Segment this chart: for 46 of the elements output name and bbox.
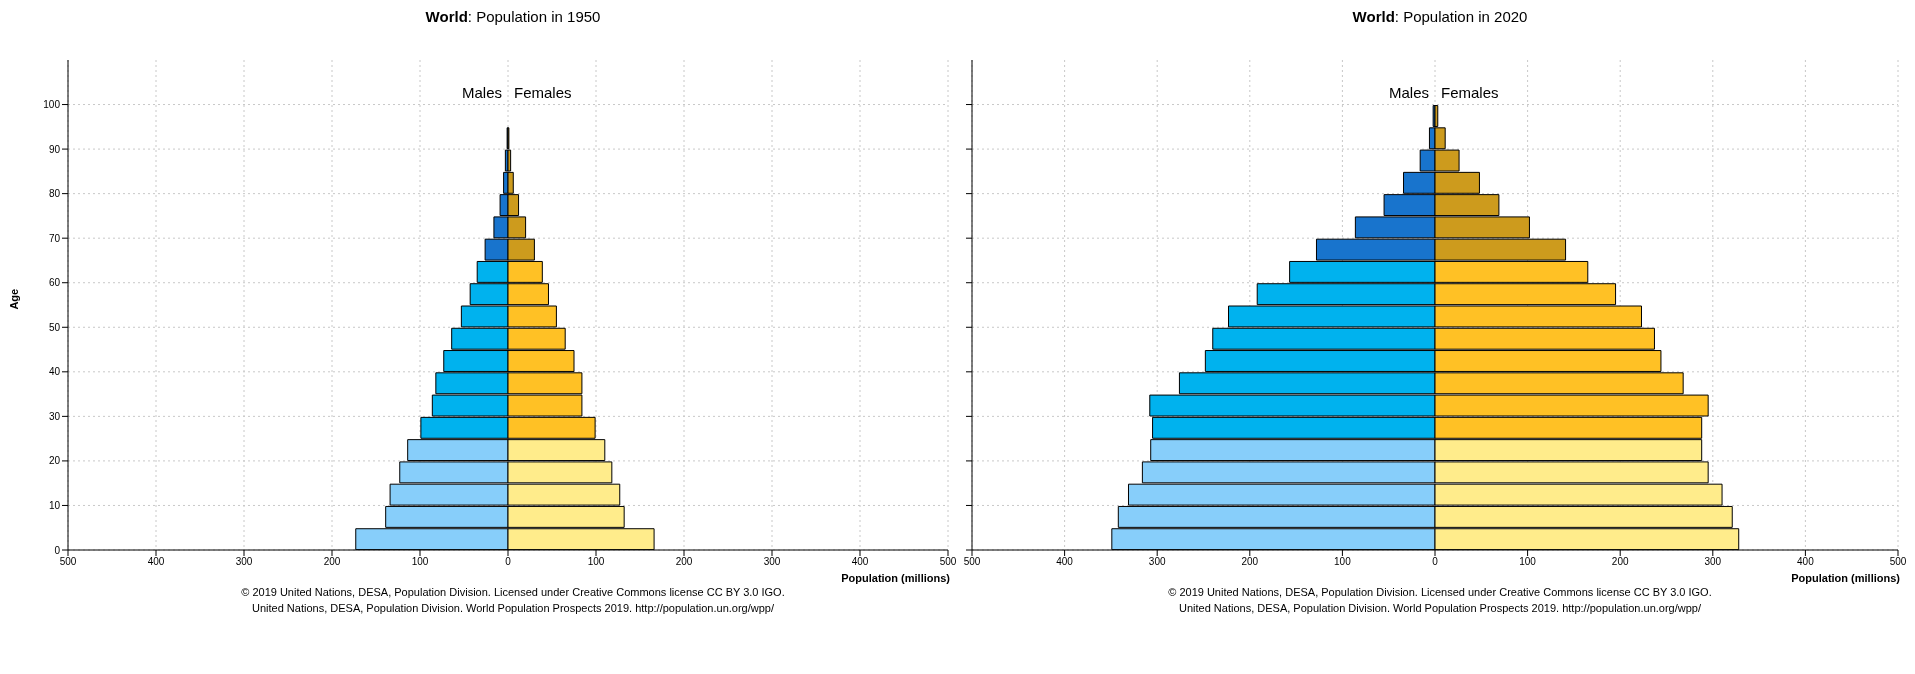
x-tick-label: 400 bbox=[1797, 556, 1815, 568]
x-tick-label: 200 bbox=[675, 556, 693, 568]
x-tick-label: 200 bbox=[1611, 556, 1629, 568]
x-axis-title: Population (millions) bbox=[840, 572, 951, 584]
x-tick-label: 200 bbox=[1241, 556, 1259, 568]
text: Females bbox=[514, 84, 572, 102]
x-tick-label: 400 bbox=[851, 556, 869, 568]
x-tick-label: 300 bbox=[235, 556, 253, 568]
series-label: Males bbox=[461, 84, 502, 102]
y-tick-label: 0 bbox=[54, 544, 61, 556]
y-tick-label: 70 bbox=[48, 232, 61, 244]
y-tick-label: 100 bbox=[43, 99, 61, 111]
x-axis-title: Population (millions) bbox=[1790, 572, 1901, 584]
x-tick-label: 0 bbox=[505, 556, 512, 568]
y-tick-label: 20 bbox=[48, 455, 61, 467]
x-tick-label: 300 bbox=[763, 556, 781, 568]
x-tick-label: 400 bbox=[1056, 556, 1074, 568]
x-tick-label: 500 bbox=[963, 556, 981, 568]
series-label: Females bbox=[1441, 84, 1499, 102]
x-tick-label: 300 bbox=[1704, 556, 1722, 568]
x-tick-label: 500 bbox=[1889, 556, 1907, 568]
text: United Nations, DESA, Population Division. World Population Prospects 2019. http://population.un.org/wpp/ bbox=[251, 601, 775, 616]
x-tick-label: 100 bbox=[587, 556, 605, 568]
x-tick-label: 400 bbox=[147, 556, 165, 568]
y-tick-label: 90 bbox=[48, 143, 61, 155]
y-tick-label: 40 bbox=[48, 366, 61, 378]
x-tick-label: 100 bbox=[411, 556, 429, 568]
series-label: Males bbox=[1388, 84, 1429, 102]
x-tick-label: 100 bbox=[1519, 556, 1537, 568]
y-tick-label: 10 bbox=[48, 500, 61, 511]
x-tick-label: 500 bbox=[939, 556, 957, 568]
y-tick-label: 30 bbox=[48, 410, 61, 422]
y-tick-label: 80 bbox=[48, 188, 61, 200]
x-tick-label: 200 bbox=[323, 556, 341, 568]
x-tick-label: 500 bbox=[59, 556, 77, 568]
y-tick-label: 50 bbox=[48, 321, 61, 333]
y-axis-title: Age bbox=[8, 288, 20, 310]
x-tick-label: 300 bbox=[1148, 556, 1166, 568]
chart-title: World: Population in 2020 bbox=[1352, 8, 1528, 25]
x-tick-label: 0 bbox=[1432, 556, 1439, 568]
text: © 2019 United Nations, DESA, Population Division. Licensed under Creative Commons license CC BY 3.0 IGO. bbox=[240, 585, 786, 600]
x-tick-label: 100 bbox=[1334, 556, 1352, 568]
text: © 2019 United Nations, DESA, Population Division. Licensed under Creative Commons license CC BY 3.0 IGO. bbox=[1167, 585, 1713, 600]
text: United Nations, DESA, Population Division. World Population Prospects 2019. http://population.un.org/wpp/ bbox=[1178, 601, 1702, 616]
chart-title: World: Population in 1950 bbox=[425, 8, 601, 25]
y-tick-label: 60 bbox=[48, 277, 61, 289]
